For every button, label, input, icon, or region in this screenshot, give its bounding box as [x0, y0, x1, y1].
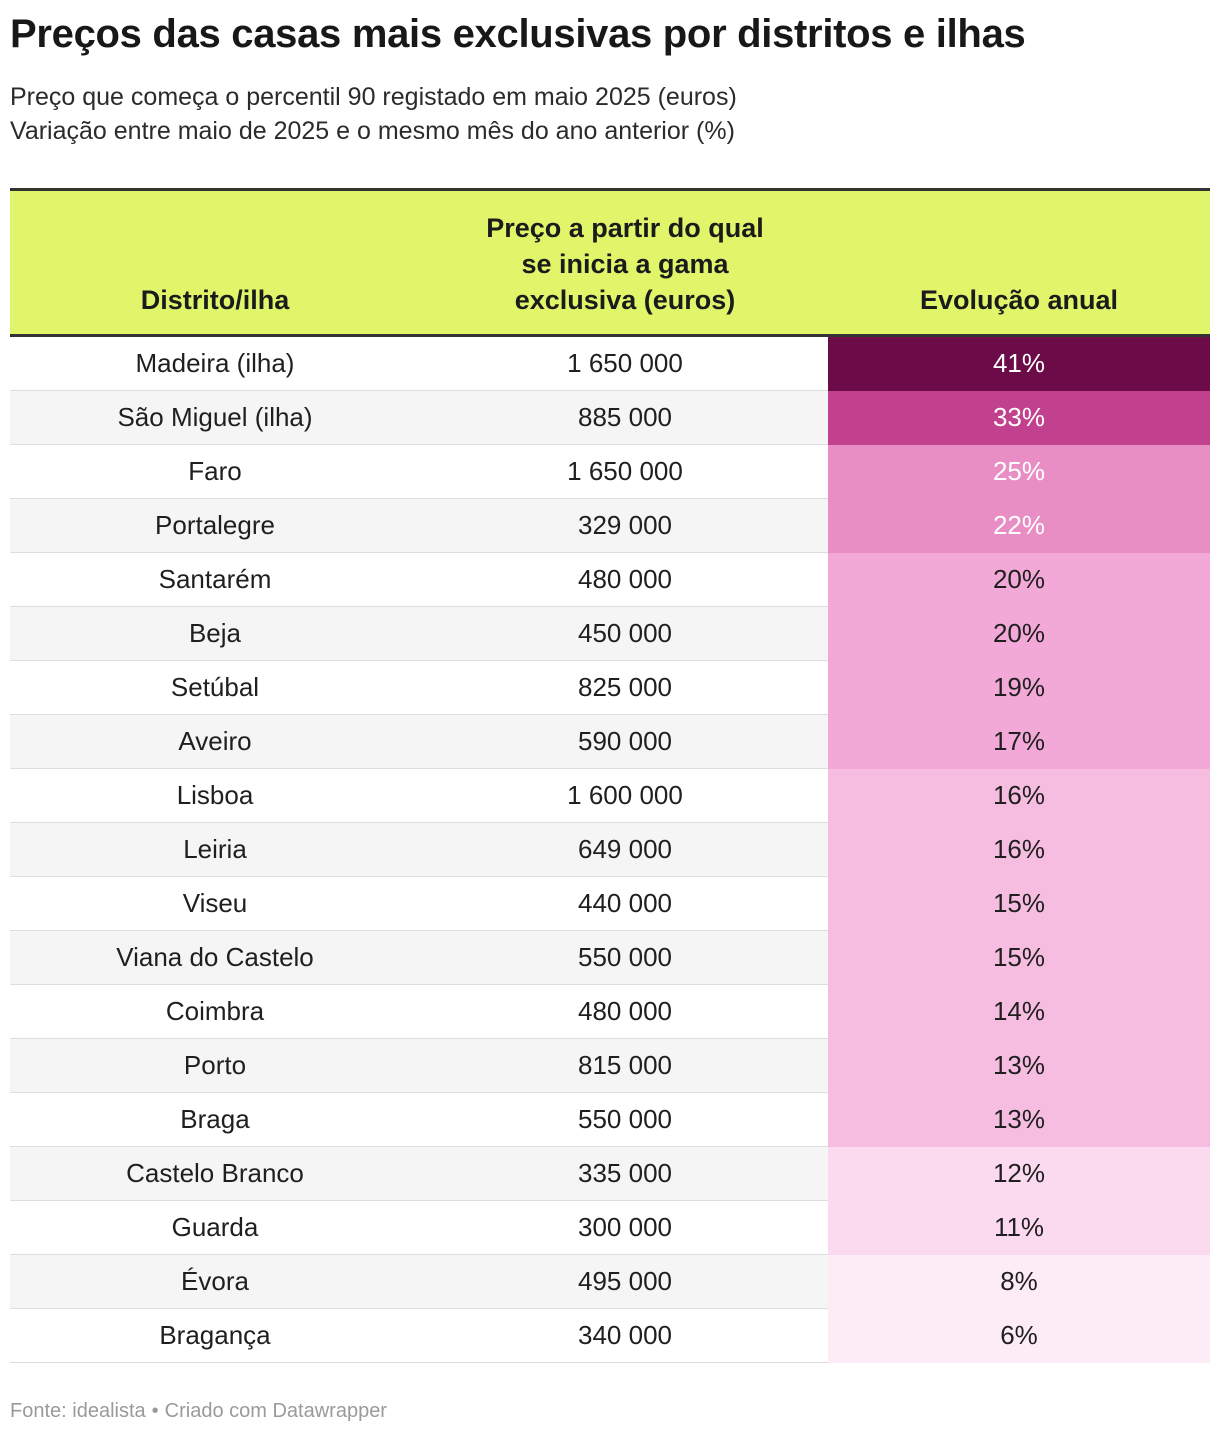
price-cell: 300 000: [578, 1212, 672, 1242]
table-row: Viseu 440 000 15%: [10, 877, 1210, 931]
district-cell: Viana do Castelo: [116, 942, 314, 972]
district-cell: Setúbal: [170, 672, 260, 702]
price-cell: 649 000: [578, 834, 672, 864]
change-cell: 14%: [828, 985, 1210, 1039]
subtitle-variation: Variação entre maio de 2025 e o mesmo mê…: [10, 117, 735, 145]
price-cell: 885 000: [578, 402, 672, 432]
table-row: Faro 1 650 000 25%: [10, 445, 1210, 499]
table-row: Aveiro 590 000 17%: [10, 715, 1210, 769]
change-cell: 20%: [828, 607, 1210, 661]
table-row: Castelo Branco 335 000 12%: [10, 1147, 1210, 1201]
table-row: Beja 450 000 20%: [10, 607, 1210, 661]
district-cell: Castelo Branco: [126, 1158, 304, 1188]
price-cell: 480 000: [578, 996, 672, 1026]
price-cell: 550 000: [578, 942, 672, 972]
chart-title: Preços das casas mais exclusivas por dis…: [10, 12, 1026, 56]
footer-separator: •: [151, 1400, 159, 1422]
district-cell: Guarda: [171, 1212, 259, 1242]
district-cell: Faro: [188, 456, 242, 486]
price-cell: 495 000: [578, 1266, 672, 1296]
table-row: Bragança 340 000 6%: [10, 1309, 1210, 1363]
district-cell: Porto: [183, 1050, 247, 1080]
column-header-district[interactable]: Distrito/ilha: [140, 285, 290, 315]
price-cell: 1 650 000: [567, 348, 683, 378]
table-row: Santarém 480 000 20%: [10, 553, 1210, 607]
district-cell: Madeira (ilha): [135, 348, 295, 378]
table-row: São Miguel (ilha) 885 000 33%: [10, 391, 1210, 445]
change-cell: 13%: [828, 1093, 1210, 1147]
table-row: Viana do Castelo 550 000 15%: [10, 931, 1210, 985]
price-cell: 340 000: [578, 1320, 672, 1350]
change-cell: 41%: [828, 337, 1210, 391]
district-cell: Aveiro: [178, 726, 252, 756]
price-cell: 335 000: [578, 1158, 672, 1188]
price-cell: 329 000: [578, 510, 672, 540]
district-cell: Santarém: [158, 564, 272, 594]
change-cell: 33%: [828, 391, 1210, 445]
table-row: Évora 495 000 8%: [10, 1255, 1210, 1309]
district-cell: Leiria: [183, 834, 247, 864]
price-cell: 550 000: [578, 1104, 672, 1134]
change-cell: 22%: [828, 499, 1210, 553]
price-cell: 1 600 000: [567, 780, 683, 810]
district-cell: Braga: [180, 1104, 250, 1134]
district-cell: Évora: [181, 1266, 249, 1296]
price-cell: 590 000: [578, 726, 672, 756]
change-cell: 8%: [828, 1255, 1210, 1309]
table-row: Setúbal 825 000 19%: [10, 661, 1210, 715]
subtitle-price: Preço que começa o percentil 90 registad…: [10, 83, 737, 111]
table-row: Porto 815 000 13%: [10, 1039, 1210, 1093]
district-cell: Coimbra: [165, 996, 265, 1026]
change-cell: 20%: [828, 553, 1210, 607]
footer: Fonte: idealista • Criado com Datawrapper: [10, 1400, 387, 1423]
price-cell: 825 000: [578, 672, 672, 702]
price-cell: 815 000: [578, 1050, 672, 1080]
district-cell: Viseu: [182, 888, 248, 918]
change-cell: 15%: [828, 877, 1210, 931]
column-header-change[interactable]: Evolução anual: [919, 285, 1119, 315]
table-row: Leiria 649 000 16%: [10, 823, 1210, 877]
district-cell: Bragança: [159, 1320, 271, 1350]
change-cell: 13%: [828, 1039, 1210, 1093]
change-cell: 6%: [828, 1309, 1210, 1363]
price-cell: 450 000: [578, 618, 672, 648]
change-cell: 16%: [828, 823, 1210, 877]
price-cell: 480 000: [578, 564, 672, 594]
price-cell: 440 000: [578, 888, 672, 918]
district-cell: Lisboa: [176, 780, 254, 810]
table-row: Coimbra 480 000 14%: [10, 985, 1210, 1039]
credit-note: Criado com Datawrapper: [164, 1400, 387, 1422]
change-cell: 11%: [828, 1201, 1210, 1255]
table-header: Distrito/ilha Preço a partir do qual se …: [10, 188, 1210, 337]
table-row: Guarda 300 000 11%: [10, 1201, 1210, 1255]
table-body: Madeira (ilha) 1 650 000 41% São Miguel (il…: [10, 337, 1210, 1363]
change-cell: 17%: [828, 715, 1210, 769]
price-cell: 1 650 000: [567, 456, 683, 486]
district-cell: São Miguel (ilha): [117, 402, 313, 432]
table-row: Portalegre 329 000 22%: [10, 499, 1210, 553]
table-row: Madeira (ilha) 1 650 000 41%: [10, 337, 1210, 391]
change-cell: 25%: [828, 445, 1210, 499]
district-cell: Beja: [188, 618, 242, 648]
column-header-price[interactable]: Preço a partir do qual se inicia a gama …: [486, 213, 764, 315]
source-note: Fonte: idealista: [10, 1400, 146, 1422]
table-row: Braga 550 000 13%: [10, 1093, 1210, 1147]
change-cell: 12%: [828, 1147, 1210, 1201]
change-cell: 16%: [828, 769, 1210, 823]
change-cell: 19%: [828, 661, 1210, 715]
table-row: Lisboa 1 600 000 16%: [10, 769, 1210, 823]
change-cell: 15%: [828, 931, 1210, 985]
district-cell: Portalegre: [155, 510, 275, 540]
data-table: Distrito/ilha Preço a partir do qual se …: [10, 188, 1210, 1363]
